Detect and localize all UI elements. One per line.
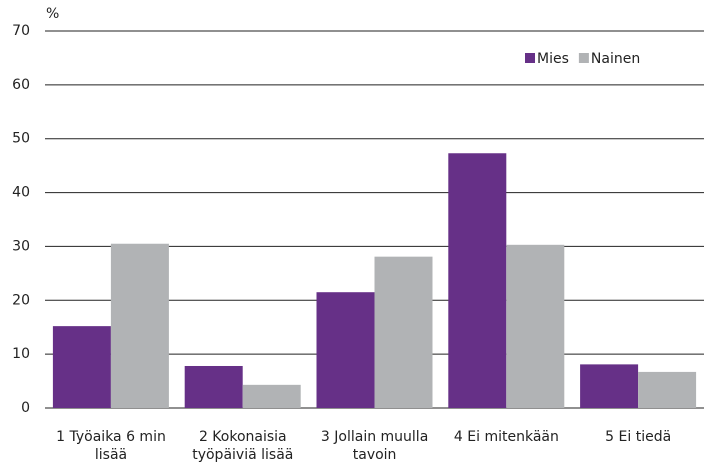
- x-tick-label: 3 Jollain muulla tavoin: [320, 429, 429, 463]
- bar: [374, 256, 433, 408]
- legend-label: Mies: [537, 51, 569, 67]
- y-tick-label: 20: [12, 292, 30, 308]
- legend-swatch: [525, 53, 535, 63]
- y-tick-label: 40: [12, 185, 30, 201]
- x-tick-label: 5 Ei tiedä: [605, 429, 672, 445]
- x-tick-label: 2 Kokonaisia työpäiviä lisää: [192, 429, 294, 463]
- y-tick-label: 10: [12, 346, 30, 362]
- y-tick-label: 30: [12, 238, 30, 254]
- y-tick-label: 60: [12, 77, 30, 93]
- legend-swatch: [578, 53, 589, 63]
- y-axis-label: %: [46, 6, 59, 22]
- y-tick-label: 0: [21, 400, 30, 416]
- bar: [638, 371, 697, 408]
- bar: [110, 243, 169, 408]
- x-tick-label: 1 Työaika 6 min lisää: [56, 429, 166, 463]
- bar: [52, 326, 111, 408]
- bar: [580, 364, 639, 408]
- legend-label: Nainen: [591, 51, 640, 67]
- y-tick-label: 50: [12, 131, 30, 147]
- bar: [448, 153, 507, 408]
- x-tick-label: 4 Ei mitenkään: [453, 429, 559, 445]
- bar: [506, 244, 565, 408]
- bar: [316, 292, 375, 408]
- y-tick-label: 70: [12, 23, 30, 39]
- bar: [184, 365, 243, 408]
- bar: [242, 384, 301, 408]
